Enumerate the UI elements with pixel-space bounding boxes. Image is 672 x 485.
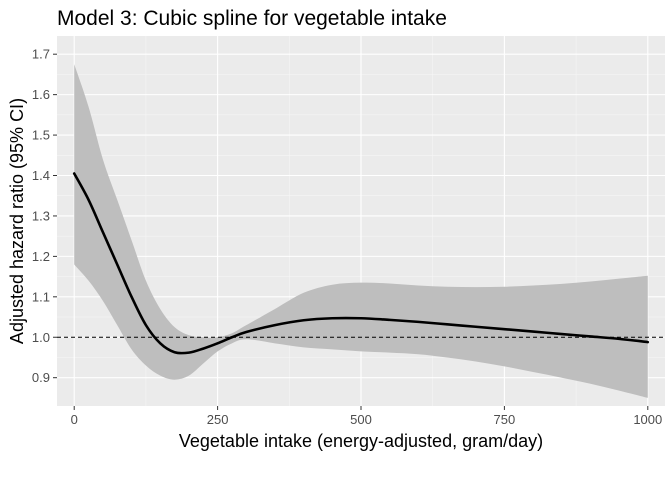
chart-title: Model 3: Cubic spline for vegetable inta… — [57, 7, 447, 30]
x-tick-label: 250 — [207, 412, 229, 427]
estimate-line-layer — [72, 172, 650, 355]
y-tick-label: 1.7 — [32, 47, 50, 62]
x-tick-label: 500 — [350, 412, 372, 427]
y-tick-label: 1.3 — [32, 208, 50, 223]
y-tick-label: 1.1 — [32, 289, 50, 304]
y-tick-label: 1.5 — [32, 128, 50, 143]
y-tick-label: 0.9 — [32, 370, 50, 385]
x-axis: 0 250 500 750 1000 — [71, 406, 662, 427]
x-tick-label: 750 — [494, 412, 516, 427]
x-axis-title: Vegetable intake (energy-adjusted, gram/… — [179, 431, 543, 451]
y-tick-label: 1.6 — [32, 87, 50, 102]
y-axis: 0.9 1.0 1.1 1.2 1.3 1.4 1.5 1.6 1.7 — [32, 47, 57, 385]
x-tick-label: 1000 — [633, 412, 662, 427]
y-tick-label: 1.0 — [32, 330, 50, 345]
y-axis-title: Adjusted hazard ratio (95% CI) — [7, 98, 27, 344]
confidence-band-layer — [74, 64, 648, 398]
confidence-band — [74, 64, 648, 398]
x-tick-label: 0 — [71, 412, 78, 427]
y-tick-label: 1.2 — [32, 249, 50, 264]
y-tick-label: 1.4 — [32, 168, 50, 183]
hazard-ratio-line — [72, 172, 650, 355]
